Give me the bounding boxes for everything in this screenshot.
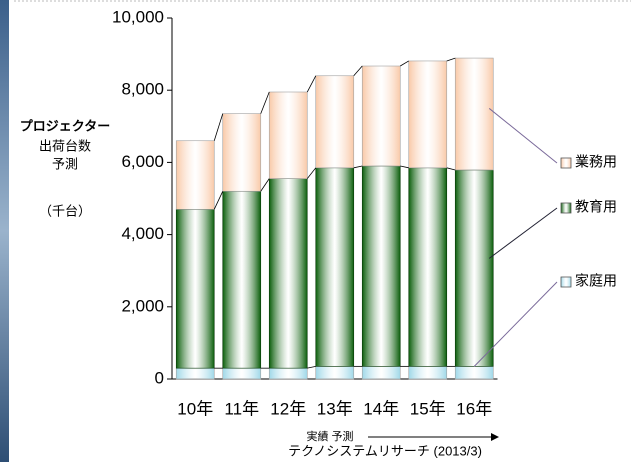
bar-segment — [222, 367, 262, 380]
bar-segment — [408, 60, 448, 169]
bar-segment — [175, 140, 215, 210]
y-tick-label: 2,000 — [121, 296, 164, 315]
x-tick-label: 16年 — [456, 399, 492, 418]
bar-segment — [454, 57, 494, 171]
connector-line — [213, 191, 224, 210]
connector-line — [306, 75, 317, 93]
connector-line — [307, 365, 316, 369]
legend-label: 教育用 — [575, 199, 617, 215]
bar-segment — [268, 367, 308, 380]
leader-line — [473, 281, 558, 367]
x-tick-label: 10年 — [177, 399, 213, 418]
bar-segment — [361, 366, 401, 380]
photo-strip — [0, 0, 9, 462]
connector-line — [446, 57, 456, 62]
y-label: プロジェクター — [20, 118, 110, 133]
bar-segment — [222, 190, 262, 369]
bar-segment — [175, 367, 215, 380]
y-tick-label: 0 — [155, 368, 164, 387]
bar-segment — [315, 75, 355, 169]
legend-label: 業務用 — [575, 154, 617, 170]
period-note: 実績 予測 — [306, 429, 353, 443]
bar-segment — [315, 167, 355, 367]
y-tick-label: 8,000 — [121, 80, 164, 99]
connector-line — [306, 167, 317, 179]
bar-segment — [222, 113, 262, 192]
legend-swatch — [560, 276, 572, 288]
x-tick-label: 11年 — [224, 399, 259, 418]
connector-line — [353, 65, 363, 77]
source: テクノシステムリサーチ (2013/3) — [288, 443, 482, 458]
bar-segment — [454, 169, 494, 367]
leader-line — [488, 207, 558, 259]
x-tick-label: 14年 — [363, 399, 399, 418]
bar-segment — [268, 178, 308, 369]
connector-line — [213, 113, 224, 141]
leader-line — [488, 108, 558, 164]
connector-line — [400, 165, 409, 169]
connector-line — [400, 60, 409, 67]
connector-line — [446, 167, 456, 171]
bar-segment — [408, 167, 448, 367]
y-tick-label: 4,000 — [121, 224, 164, 243]
x-tick-label: 12年 — [270, 399, 306, 418]
bar-segment — [268, 91, 308, 179]
bar-segment — [361, 165, 401, 367]
legend-swatch — [560, 202, 572, 214]
legend-swatch — [560, 157, 572, 169]
y-tick-label: 6,000 — [121, 152, 164, 171]
bar-segment — [315, 366, 355, 380]
connector-line — [353, 165, 363, 169]
y-label: 予測 — [52, 156, 78, 171]
y-label: （千台） — [39, 203, 91, 218]
bar-segment — [175, 209, 215, 369]
bar-segment — [361, 65, 401, 167]
bar-segment — [454, 366, 494, 380]
y-label: 出荷台数 — [39, 138, 91, 153]
connector-line — [260, 178, 270, 192]
bar-segment — [408, 366, 448, 380]
connector-line — [260, 91, 270, 114]
y-tick-label: 10,000 — [112, 7, 164, 26]
x-tick-label: 15年 — [410, 399, 446, 418]
x-tick-label: 13年 — [317, 399, 353, 418]
legend-label: 家庭用 — [575, 273, 617, 289]
